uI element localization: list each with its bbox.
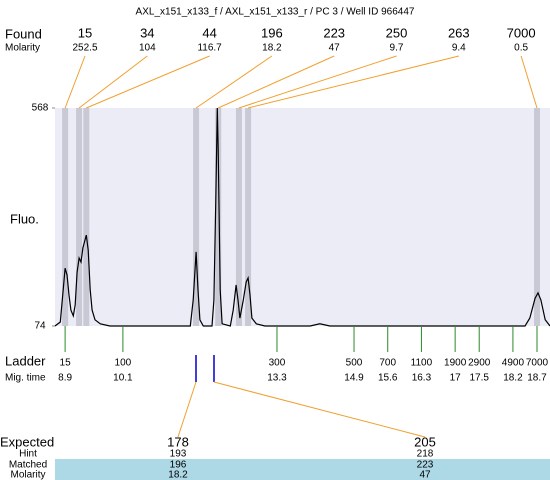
- ladder-time: 18.7: [527, 373, 547, 384]
- matched-band: [55, 459, 550, 480]
- plot-area: [55, 108, 550, 326]
- found-size: 44: [202, 25, 216, 40]
- ladder-size: 100: [115, 358, 132, 369]
- ladder-time: 14.9: [344, 373, 364, 384]
- peak-band: [215, 108, 222, 326]
- ladder-time: 15.6: [378, 373, 398, 384]
- molarity-row-label: Molarity: [10, 470, 45, 480]
- ladder-size: 4900: [502, 358, 525, 369]
- peak-band: [245, 108, 252, 326]
- matched-label: Matched: [9, 460, 47, 471]
- peak-connector: [247, 55, 459, 109]
- found-molarity: 47: [329, 43, 341, 54]
- peak-connector: [520, 55, 538, 109]
- peak-band: [533, 108, 540, 326]
- found-size: 15: [78, 25, 92, 40]
- ladder-size: 15: [60, 358, 72, 369]
- peak-connector: [78, 55, 148, 109]
- ladder-time: 18.2: [503, 373, 523, 384]
- expected-connector: [177, 381, 197, 438]
- found-molarity: 116.7: [197, 43, 222, 54]
- found-size: 196: [261, 25, 283, 40]
- molarity-value: 18.2: [168, 470, 188, 480]
- found-molarity: 9.7: [390, 43, 404, 54]
- found-size: 7000: [507, 25, 536, 40]
- peak-connector: [86, 55, 210, 109]
- peak-band: [83, 108, 90, 326]
- y-tick-label: 74: [34, 321, 46, 332]
- ladder-size: 1900: [444, 358, 467, 369]
- peak-connector: [195, 55, 273, 109]
- expected-size: 178: [167, 434, 189, 449]
- found-size: 263: [448, 25, 470, 40]
- hint-value: 193: [170, 449, 187, 460]
- time-label: Mig. time: [5, 373, 46, 384]
- ladder-size: 2900: [468, 358, 491, 369]
- expected-connector: [213, 381, 426, 438]
- peak-band: [235, 108, 242, 326]
- found-molarity: 252.5: [72, 43, 97, 54]
- trace: [54, 107, 550, 327]
- peak-band: [193, 108, 200, 326]
- peak-band: [76, 108, 83, 326]
- ladder-size: 1100: [411, 358, 433, 369]
- found-molarity: 0.5: [514, 43, 528, 54]
- ladder-time: 17: [450, 373, 462, 384]
- hint-label: Hint: [19, 449, 37, 460]
- found-molarity: 18.2: [262, 43, 282, 54]
- found-molarity: 104: [139, 43, 156, 54]
- ladder-size: 500: [346, 358, 363, 369]
- peak-connector: [64, 55, 86, 109]
- peak-connector: [218, 55, 335, 109]
- peak-band: [62, 108, 69, 326]
- ladder-time: 17.5: [469, 373, 489, 384]
- ladder-size: 700: [379, 358, 396, 369]
- ladder-time: 8.9: [58, 373, 72, 384]
- found-size: 223: [323, 25, 345, 40]
- y-axis-label: Fluo.: [10, 211, 39, 226]
- found-molarity: 9.4: [452, 43, 466, 54]
- molarity-label: Molarity: [5, 43, 40, 54]
- y-tick-label: 568: [32, 103, 49, 114]
- ladder-time: 10.1: [113, 373, 133, 384]
- matched-value: 223: [417, 460, 434, 471]
- found-label: Found: [5, 26, 42, 41]
- molarity-value: 47: [419, 470, 431, 480]
- expected-label: Expected: [0, 434, 54, 449]
- ladder-time: 16.3: [412, 373, 432, 384]
- peak-connector: [238, 55, 397, 109]
- ladder-time: 13.3: [267, 373, 287, 384]
- found-size: 250: [386, 25, 408, 40]
- hint-value: 218: [417, 449, 434, 460]
- ladder-label: Ladder: [5, 353, 46, 368]
- chart-title: AXL_x151_x133_f / AXL_x151_x133_r / PC 3…: [136, 7, 415, 18]
- ladder-size: 300: [269, 358, 286, 369]
- ladder-size: 7000: [526, 358, 549, 369]
- matched-value: 196: [170, 460, 187, 471]
- expected-size: 205: [414, 434, 436, 449]
- found-size: 34: [140, 25, 154, 40]
